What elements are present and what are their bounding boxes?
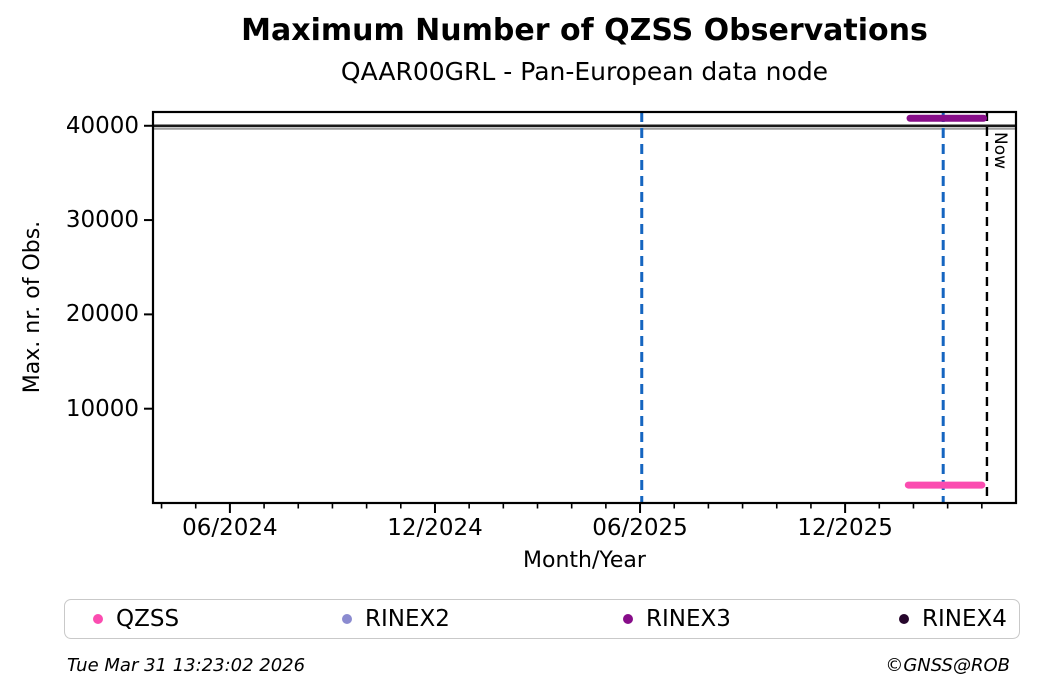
- legend-item-qzss: QZSS: [93, 600, 179, 638]
- x-tick-label: 06/2025: [592, 515, 688, 541]
- legend-item-rinex3: RINEX3: [623, 600, 731, 638]
- legend-label: RINEX2: [365, 606, 450, 632]
- rinex2-marker-icon: [342, 614, 352, 624]
- qzss-marker-icon: [93, 614, 103, 624]
- footer-credit: ©GNSS@ROB: [885, 655, 1010, 676]
- now-line-label: Now: [989, 132, 1010, 170]
- y-tick-label: 20000: [65, 301, 139, 328]
- legend-label: RINEX4: [922, 606, 1007, 632]
- rinex3-marker-icon: [623, 614, 633, 624]
- legend-label: QZSS: [116, 606, 180, 632]
- y-tick-label: 40000: [65, 112, 139, 139]
- chart-subtitle: QAAR00GRL - Pan-European data node: [340, 57, 829, 86]
- y-tick-label: 30000: [65, 207, 139, 234]
- x-axis-label: Month/Year: [523, 548, 646, 573]
- legend: QZSS RINEX2 RINEX3 RINEX4: [64, 599, 1020, 639]
- x-tick-label: 12/2025: [797, 515, 893, 541]
- x-tick-label: 06/2024: [182, 515, 278, 541]
- legend-item-rinex2: RINEX2: [342, 600, 450, 638]
- plot-frame: [151, 110, 1018, 505]
- legend-item-rinex4: RINEX4: [899, 600, 1007, 638]
- x-tick-label: 12/2024: [387, 515, 483, 541]
- rinex4-marker-icon: [899, 614, 909, 624]
- chart-title: Maximum Number of QZSS Observations: [241, 13, 928, 48]
- y-tick-label: 10000: [65, 395, 139, 422]
- legend-label: RINEX3: [646, 606, 731, 632]
- footer-timestamp: Tue Mar 31 13:23:02 2026: [67, 655, 306, 676]
